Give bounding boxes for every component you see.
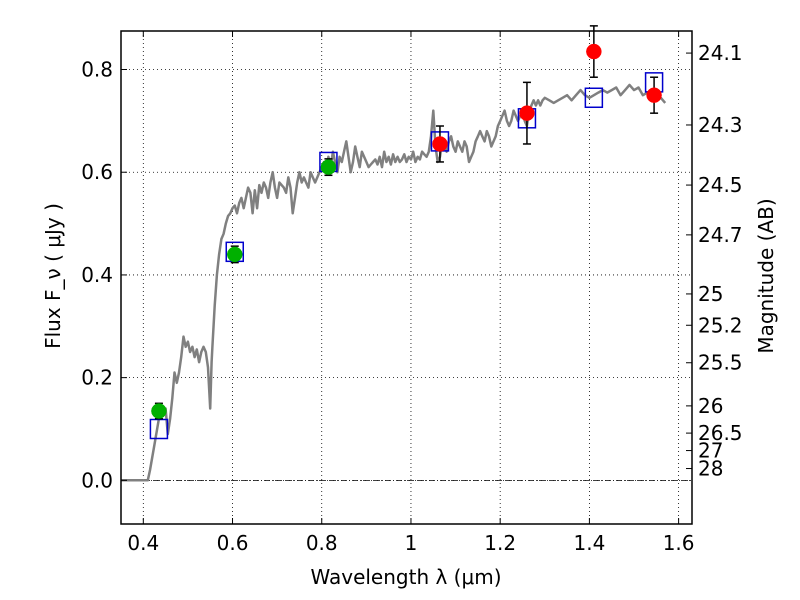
mag-tick-label: 24.3	[698, 113, 743, 137]
model-photometry-box	[584, 87, 604, 109]
plot-frame	[120, 30, 693, 525]
x-axis-label: Wavelength λ (μm)	[310, 565, 501, 589]
model-spectrum-line	[121, 83, 667, 482]
observed-point-red	[586, 43, 602, 60]
mag-tick-label: 25.2	[698, 313, 743, 337]
mag-tick-label: 26.5	[698, 421, 743, 445]
y-tick-label: 0.8	[81, 58, 113, 82]
model-spectrum-layer	[121, 83, 667, 482]
x-tick-label: 0.8	[306, 531, 338, 555]
observed-point-green	[227, 246, 243, 263]
observed-point-green	[151, 403, 167, 419]
mag-tick-label: 26	[698, 394, 723, 418]
axis-ticks: 0.4 0.6 0.8 1 1.2 1.4 1.6 0.0 0.2 0.4 0.6 0.8 24.1 24…	[81, 31, 743, 555]
mag-tick-label: 24.5	[698, 173, 743, 197]
y-axis-label-right: Magnitude (AB)	[754, 198, 778, 353]
x-tick-label: 1	[405, 531, 418, 555]
x-tick-label: 0.6	[217, 531, 249, 555]
observed-point-red	[646, 87, 662, 103]
x-tick-label: 1.2	[484, 531, 516, 555]
observed-photometry-layer	[151, 25, 662, 420]
grid	[121, 31, 692, 524]
y-axis-label-left: Flux F_ν ( μJy )	[41, 203, 65, 349]
observed-point-red	[432, 136, 448, 152]
mag-tick-label: 25.5	[698, 351, 743, 375]
observed-point-green	[320, 159, 337, 175]
x-tick-label: 1.6	[663, 531, 695, 555]
mag-tick-label: 27	[698, 439, 723, 463]
mag-tick-label: 25	[698, 282, 723, 306]
mag-tick-label: 24.1	[698, 41, 743, 65]
y-tick-label: 0.4	[81, 263, 113, 287]
model-photometry-box	[149, 418, 169, 440]
x-tick-label: 0.4	[127, 531, 159, 555]
observed-point-red	[519, 105, 535, 121]
mag-tick-label: 28	[698, 457, 723, 481]
mag-tick-label: 24.7	[698, 223, 743, 247]
y-tick-label: 0.0	[81, 468, 113, 492]
x-tick-label: 1.4	[573, 531, 605, 555]
y-tick-label: 0.2	[81, 366, 113, 390]
y-tick-label: 0.6	[81, 160, 113, 184]
